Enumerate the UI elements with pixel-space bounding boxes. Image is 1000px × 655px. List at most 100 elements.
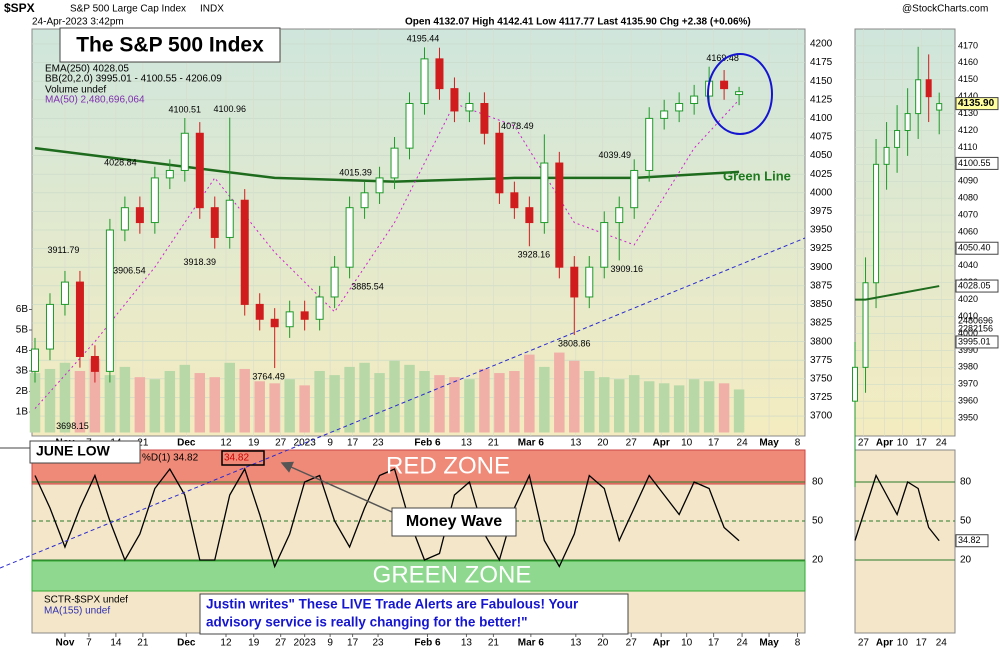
mini-y-tick-label: 3970: [958, 379, 978, 389]
price-label: 3885.54: [351, 281, 384, 291]
x-tick-label: 7: [86, 638, 92, 649]
x-tick-label: 2023: [294, 638, 317, 649]
mini-x-tick-label: 10: [897, 638, 909, 649]
candle-body: [660, 110, 669, 119]
ma20-line: [34, 99, 740, 409]
candle-body: [894, 130, 901, 148]
candle-body: [525, 207, 534, 224]
symbol: $SPX: [4, 1, 35, 15]
candle-body: [600, 222, 609, 268]
source: @StockCharts.com: [902, 4, 988, 15]
osc-value-label: 34.82: [224, 453, 249, 464]
mini-osc-value: 34.82: [958, 535, 981, 545]
candle-body: [630, 169, 639, 209]
candle-body: [720, 80, 729, 90]
mini-x-tick-label: 27: [858, 638, 870, 649]
mini-osc-tick-label: 50: [960, 516, 972, 527]
candle-body: [180, 132, 189, 171]
x-tick-label: 17: [347, 438, 359, 449]
candle-body: [285, 311, 294, 328]
red-zone-label: RED ZONE: [386, 452, 510, 479]
candle-body: [540, 162, 549, 224]
volume-bar: [494, 373, 505, 433]
exchange: INDX: [200, 4, 224, 15]
candle-body: [465, 103, 474, 112]
candle-body: [570, 266, 579, 298]
candle-body: [862, 282, 869, 368]
mini-x-tick-label: 24: [936, 438, 948, 449]
testimonial: advisory service is really changing for …: [206, 615, 528, 630]
mini-marker-box: [955, 241, 999, 255]
mini-y-tick-label: 4000: [958, 328, 978, 338]
x-tick-label: Feb 6: [414, 638, 441, 649]
candle-body: [210, 207, 219, 238]
candle-body: [585, 266, 594, 298]
mini-osc-tick-label: 20: [960, 555, 972, 566]
candle-body: [75, 281, 84, 357]
volume-bar: [359, 362, 370, 433]
candle-body: [240, 199, 249, 305]
volume-tick-label: 1B: [16, 407, 29, 418]
y-tick-label: 4050: [810, 150, 833, 161]
mini-y-tick-label: 4070: [958, 209, 978, 219]
x-tick-label: 13: [461, 638, 473, 649]
y-tick-label: 4025: [810, 169, 833, 180]
price-label: 3764.49: [252, 371, 285, 381]
mini-marker-label: 4028.05: [958, 280, 991, 290]
candle-body: [150, 177, 159, 224]
volume-bar: [164, 371, 176, 433]
mini-volume-label: 2480696: [958, 315, 993, 325]
osc-tick-label: 80: [812, 477, 824, 488]
x-tick-label: 13: [570, 638, 582, 649]
price-label: 4100.51: [169, 104, 202, 114]
mini-x-tick-label: 10: [897, 438, 909, 449]
y-tick-label: 4150: [810, 76, 833, 87]
price-label: 4100.96: [213, 104, 246, 114]
volume-bar: [194, 373, 206, 433]
candle-body: [345, 207, 354, 268]
price-label: 3906.54: [113, 266, 146, 276]
candle-body: [852, 366, 858, 402]
x-tick-label: 9: [327, 438, 333, 449]
candle-body: [60, 281, 69, 305]
candle-body: [270, 318, 279, 328]
sctr-legend: SCTR-$SPX undef: [44, 595, 128, 606]
mini-osc-tick-label: 80: [960, 477, 972, 488]
volume-bar: [404, 364, 415, 433]
quote-box: [199, 593, 629, 635]
osc-tick-label: 50: [812, 516, 824, 527]
candle-body: [555, 162, 564, 268]
mini-marker-label: 4100.55: [958, 158, 991, 168]
y-tick-label: 3900: [810, 262, 833, 273]
y-tick-label: 3700: [810, 411, 833, 422]
osc-tick-label: 20: [812, 555, 824, 566]
green-zone: [31, 560, 806, 592]
mini-y-tick-label: 4110: [958, 142, 977, 152]
y-tick-label: 3825: [810, 318, 833, 329]
x-tick-label: 12: [220, 438, 232, 449]
x-tick-label: Nov: [56, 638, 75, 649]
candle-body: [925, 79, 932, 98]
y-tick-label: 3950: [810, 225, 833, 236]
highlight-circle: [707, 53, 773, 135]
volume-bar: [554, 352, 565, 433]
volume-bar: [509, 371, 520, 433]
x-tick-label: 21: [137, 438, 149, 449]
candle-body: [375, 177, 384, 194]
y-tick-label: 4175: [810, 57, 833, 68]
y-tick-label: 3875: [810, 280, 833, 291]
price-label: 4195.44: [407, 34, 440, 44]
price-label: 3918.39: [184, 257, 217, 267]
y-tick-label: 4075: [810, 132, 833, 143]
volume-bar: [434, 375, 445, 433]
legend-volume: Volume undef: [45, 85, 106, 96]
mini-y-tick-label: 4170: [958, 40, 978, 50]
mini-osc-panel: [854, 449, 956, 634]
volume-bar: [673, 385, 685, 433]
x-tick-label: 21: [488, 638, 500, 649]
price-label: 3808.86: [558, 338, 591, 348]
x-tick-label: Dec: [177, 638, 196, 649]
volume-bar: [389, 360, 400, 433]
june-low-box: [29, 440, 141, 464]
candle-body: [645, 117, 654, 171]
